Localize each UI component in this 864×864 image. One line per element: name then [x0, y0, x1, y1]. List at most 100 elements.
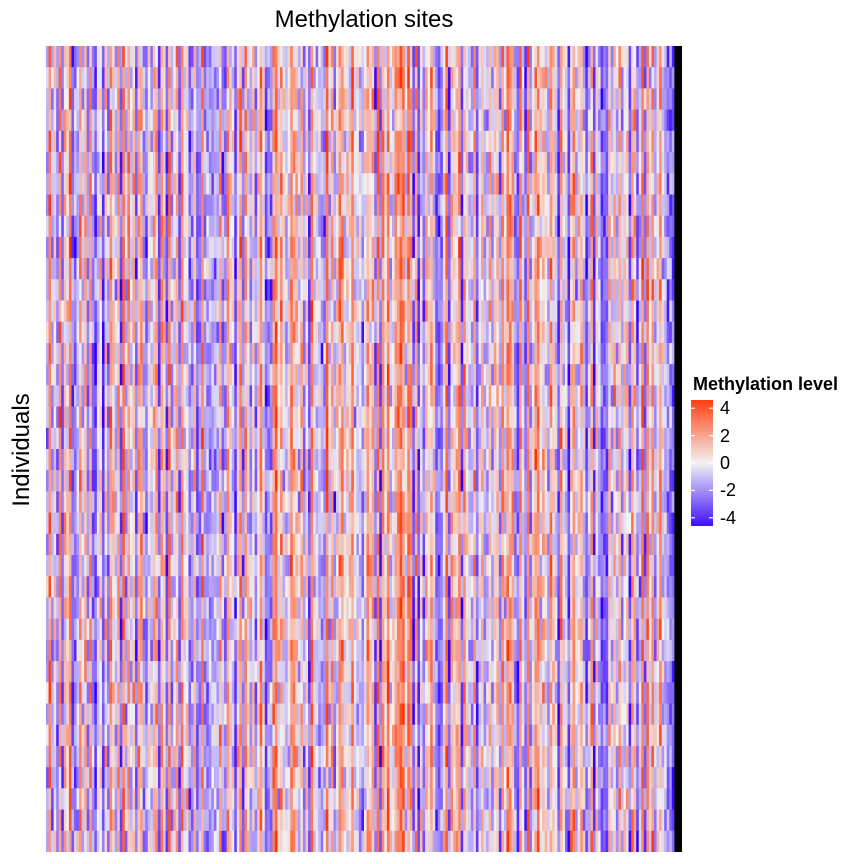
heatmap-cell [140, 300, 144, 323]
heatmap-cell [626, 67, 630, 90]
heatmap-cell [491, 321, 495, 344]
heatmap-cell [358, 152, 363, 174]
heatmap-cell [534, 279, 538, 302]
heatmap-cell [282, 300, 286, 323]
heatmap-cell [188, 342, 192, 365]
heatmap-cell [391, 88, 396, 111]
heatmap-cell [259, 88, 263, 111]
heatmap-cell [547, 236, 551, 259]
heatmap-cell [600, 88, 604, 111]
heatmap-cell [63, 300, 67, 323]
heatmap-cell [590, 215, 594, 238]
heatmap-cell [76, 130, 80, 153]
heatmap-cell [341, 258, 345, 280]
heatmap-cell [437, 321, 441, 344]
heatmap-cell [674, 258, 678, 280]
heatmap-cell [549, 194, 553, 217]
heatmap-cell [96, 258, 101, 280]
heatmap-cell [259, 109, 263, 132]
heatmap-cell [524, 46, 528, 68]
heatmap-cell [348, 279, 352, 302]
heatmap-cell [664, 46, 668, 68]
heatmap-cell [96, 364, 101, 386]
heatmap-cell [257, 321, 261, 344]
heatmap-cell [542, 130, 546, 153]
heatmap-cell [498, 46, 502, 68]
heatmap-cell [361, 279, 365, 302]
heatmap-cell [623, 88, 627, 111]
heatmap-cell [198, 173, 202, 196]
heatmap-cell [175, 88, 179, 111]
heatmap-cell [570, 46, 574, 68]
heatmap-cell [600, 173, 604, 196]
heatmap-cell [104, 173, 108, 196]
heatmap-cell [409, 194, 413, 217]
heatmap-cell [277, 152, 281, 174]
heatmap-cell [86, 321, 90, 344]
heatmap-cell [168, 173, 172, 196]
heatmap-cell [435, 46, 439, 68]
heatmap-cell [48, 279, 52, 302]
heatmap-cell [188, 236, 192, 259]
heatmap-cell [341, 109, 345, 132]
heatmap-cell [542, 236, 546, 259]
heatmap-cell [221, 300, 225, 323]
heatmap-cell [427, 88, 431, 111]
heatmap-cell [229, 300, 233, 323]
heatmap-cell [170, 109, 174, 132]
heatmap-cell [264, 342, 268, 365]
heatmap-cell [521, 258, 525, 280]
heatmap-cell [343, 152, 347, 174]
heatmap-cell [636, 279, 640, 302]
heatmap-cell [109, 364, 113, 386]
heatmap-cell [198, 300, 202, 323]
heatmap-cell [112, 46, 116, 68]
heatmap-cell [84, 173, 88, 196]
heatmap-cell [447, 321, 452, 344]
heatmap-cell [241, 321, 246, 344]
heatmap-cell [336, 173, 340, 196]
heatmap-cell [140, 130, 144, 153]
heatmap-cell [483, 215, 487, 238]
heatmap-cell [302, 46, 307, 68]
heatmap-cell [501, 279, 505, 302]
heatmap-cell [117, 364, 121, 386]
heatmap-cell [473, 258, 477, 280]
heatmap-cell [544, 236, 548, 259]
heatmap-cell [221, 321, 225, 344]
heatmap-cell [506, 300, 510, 323]
heatmap-cell [442, 236, 447, 259]
heatmap-cell [498, 321, 502, 344]
heatmap-cell [290, 279, 294, 302]
heatmap-cell [374, 258, 378, 280]
heatmap-cell [676, 67, 681, 90]
heatmap-cell [239, 364, 243, 386]
heatmap-cell [302, 152, 307, 174]
heatmap-cell [379, 215, 383, 238]
heatmap-cell [603, 236, 607, 259]
heatmap-cell [526, 215, 530, 238]
heatmap-cell [341, 46, 345, 68]
heatmap-cell [501, 258, 505, 280]
heatmap-cell [376, 109, 380, 132]
heatmap-cell [147, 258, 151, 280]
heatmap-cell [514, 46, 518, 68]
heatmap-cell [229, 258, 233, 280]
heatmap-cell [173, 88, 177, 111]
heatmap-cell [119, 236, 123, 259]
heatmap-cell [170, 364, 174, 386]
heatmap-cell [590, 342, 594, 365]
heatmap-cell [577, 342, 581, 365]
heatmap-cell [567, 215, 571, 238]
heatmap-cell [440, 321, 444, 344]
heatmap-cell [547, 67, 551, 90]
heatmap-cell [384, 279, 388, 302]
heatmap-cell [297, 88, 301, 111]
heatmap-cell [506, 152, 510, 174]
heatmap-cell [481, 342, 485, 365]
heatmap-cell [124, 236, 129, 259]
heatmap-cell [300, 258, 304, 280]
heatmap-cell [610, 194, 614, 217]
heatmap-cell [206, 300, 210, 323]
heatmap-cell [272, 215, 276, 238]
